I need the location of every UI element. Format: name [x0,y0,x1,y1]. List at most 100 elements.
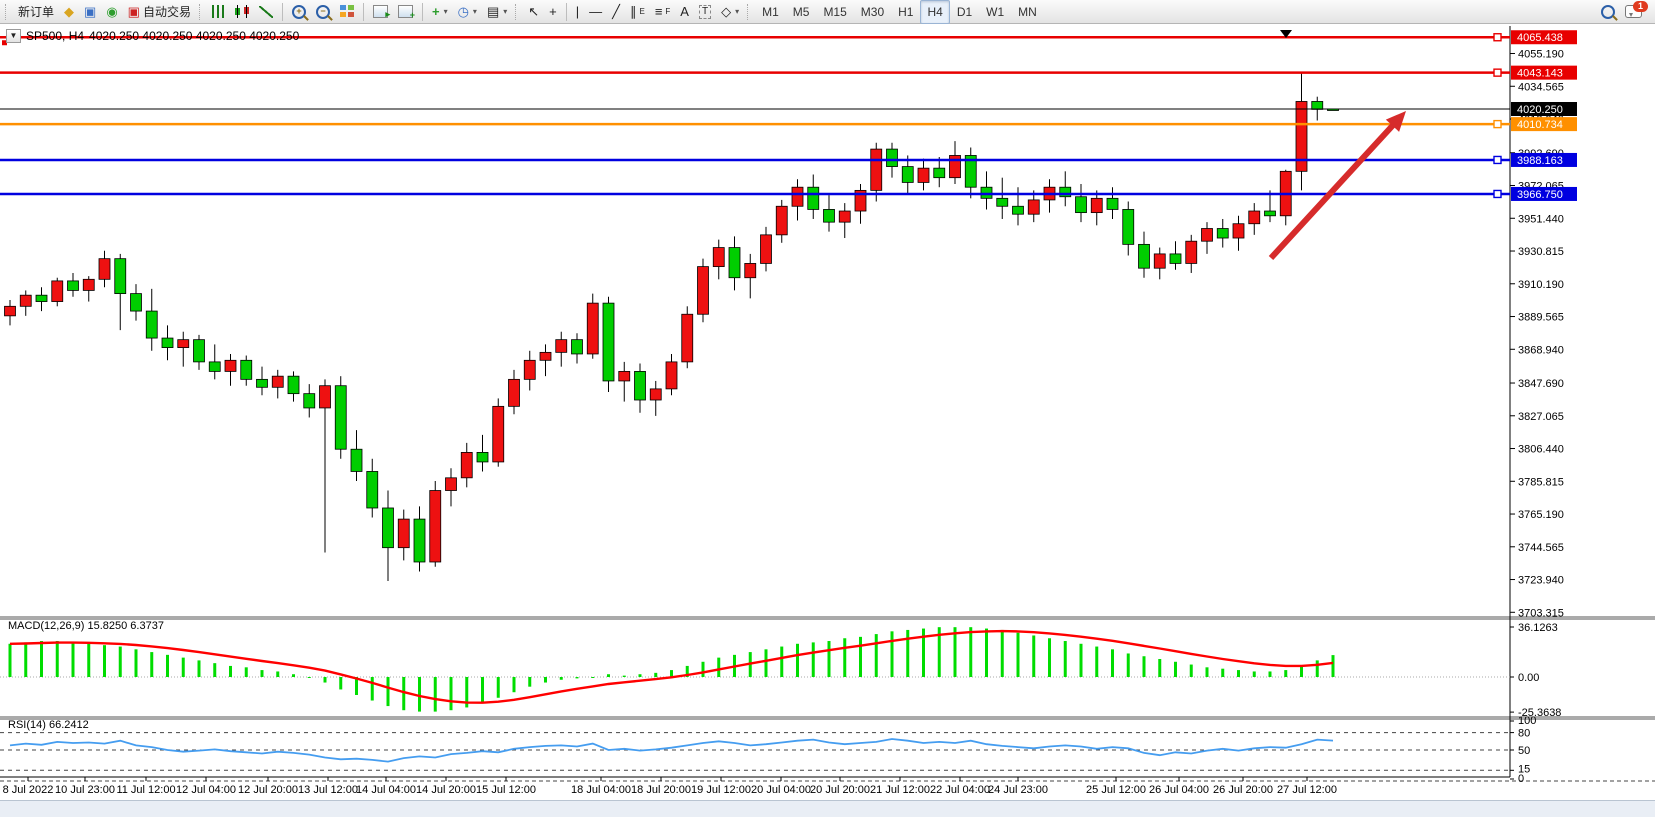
auto-scroll-button[interactable] [368,0,393,24]
timeframe-d1-button[interactable]: D1 [956,4,973,19]
tile-windows-icon [339,5,354,18]
bar-chart-icon [211,5,225,18]
chart-canvas[interactable]: 4055.1904034.5654013.9403992.6903972.065… [0,24,1655,800]
macd-axis-tick-label: 0.00 [1518,672,1539,684]
price-axis-tick-label: 3847.690 [1518,378,1564,390]
line-endpoint-handle[interactable] [1493,119,1502,129]
toolbar-grip[interactable] [747,3,752,20]
chart-window[interactable]: 4055.1904034.5654013.9403992.6903972.065… [0,24,1655,800]
toolbar-grip[interactable] [5,3,10,20]
vertical-line-tool-button[interactable]: | [571,0,584,24]
shapes-tool-button[interactable]: ◇ ▾ [716,0,744,24]
bull-candle [397,518,410,549]
bear-candle [886,148,898,167]
tile-windows-button[interactable] [335,0,359,24]
fibonacci-tool-button[interactable]: ≡ F [650,0,675,24]
price-level-axis-label-text: 4010.734 [1517,119,1563,131]
price-axis-tick-label: 3889.565 [1518,312,1564,324]
time-axis-label: 10 Jul 23:00 [55,784,115,796]
line-endpoint-handle[interactable] [2,40,7,46]
bear-candle [303,393,316,409]
timeframe-w1-button[interactable]: W1 [986,4,1005,19]
candlestick-chart-button[interactable] [230,0,254,24]
bull-candle [712,247,725,268]
zoom-out-button[interactable]: − [311,0,335,24]
line-endpoint-handle[interactable] [1493,33,1502,42]
bull-candle [1153,253,1166,269]
time-axis-label: 14 Jul 04:00 [356,784,416,796]
text-label-tool-button[interactable]: T [694,0,716,24]
line-endpoint-handle[interactable] [1493,189,1502,199]
symbol-dropdown-icon[interactable]: ▼ [6,29,21,43]
price-axis-tick-label: 3868.940 [1518,344,1564,356]
timeframe-h1-button[interactable]: H1 [898,4,914,19]
signals-button[interactable]: ◉ [101,0,122,24]
cursor-tool-button[interactable]: ↖ [523,0,544,24]
add-indicator-icon: + [431,4,440,19]
notifications-button[interactable]: 1 [1620,0,1648,24]
toolbar-grip[interactable] [515,3,520,20]
bear-candle [634,371,646,401]
price-axis-tick-label: 3765.190 [1518,509,1564,521]
toolbar-separator [565,2,567,21]
price-axis-tick-label: 3744.565 [1518,542,1564,554]
toolbar-grip[interactable] [198,3,204,20]
line-endpoint-handle[interactable] [1493,68,1502,77]
timeframe-m15-button[interactable]: M15 [823,4,847,19]
periods-button[interactable]: ◷ ▾ [453,0,482,24]
time-axis-label: 15 Jul 12:00 [476,784,536,796]
bull-candle [98,258,111,280]
timeframe-m30-button[interactable]: M30 [860,4,885,19]
templates-button[interactable]: ▤ ▾ [482,0,512,24]
bar-chart-button[interactable] [207,0,230,24]
bull-candle [51,280,64,302]
auto-trading-button[interactable]: ▣ 自动交易 [123,0,196,24]
bear-candle [823,209,835,223]
trend-arrow-annotation[interactable] [1268,111,1406,261]
timeframe-m1-button[interactable]: M1 [762,4,779,19]
time-axis-label: 20 Jul 04:00 [751,784,811,796]
bull-candle [177,339,190,348]
bear-candle [382,507,394,549]
text-tool-button[interactable]: A [675,0,694,24]
price-axis-tick-label: 3910.190 [1518,279,1564,291]
data-window-button[interactable]: ▣ [79,0,101,24]
macd-pane: 36.1263 0.00 -25.3638 MACD(12,26,9) 15.8250… [0,620,1561,719]
bear-candle [1216,228,1229,239]
line-endpoint-handle[interactable] [1493,155,1502,165]
trendline-icon: ╱ [612,4,620,19]
dropdown-arrow-icon: ▾ [472,7,477,16]
vertical-line-icon: | [575,4,580,19]
trendline-tool-button[interactable]: ╱ [607,0,625,24]
bull-candle [555,339,568,353]
bull-candle [1185,240,1198,264]
bear-candle [901,166,914,183]
timeframe-mn-button[interactable]: MN [1018,4,1037,19]
new-order-button[interactable]: 新订单 [13,0,59,24]
bull-candle [697,266,709,315]
timeframe-h4-button[interactable]: H4 [920,0,950,24]
chart-shift-button[interactable] [393,0,418,24]
bull-candle [523,359,536,380]
timeframe-m5-button[interactable]: M5 [792,4,810,19]
bull-candle [949,155,961,179]
market-watch-button[interactable]: ◆ [59,0,79,24]
channel-tool-button[interactable]: ∥ E [625,0,650,24]
time-axis-label: 22 Jul 04:00 [930,784,990,796]
zoom-in-button[interactable]: + [287,0,311,24]
time-axis-label: 12 Jul 04:00 [176,784,236,796]
price-axis: 4055.1904034.5654013.9403992.6903972.065… [1510,49,1564,619]
bull-candle [854,189,867,212]
time-axis-label: 14 Jul 20:00 [416,784,476,796]
crosshair-tool-button[interactable]: + [544,0,562,24]
search-button[interactable] [1596,0,1620,24]
price-axis-tick-label: 3806.440 [1518,444,1564,456]
bear-candle [161,337,174,348]
line-chart-button[interactable] [254,0,278,24]
rsi-indicator-label: RSI(14) 66.2412 [8,719,89,731]
new-order-label: 新订单 [18,5,55,19]
indicators-button[interactable]: + ▾ [427,0,453,24]
chart-shift-marker[interactable] [1280,30,1292,38]
horizontal-line-tool-button[interactable]: — [584,0,607,24]
equidistant-channel-icon: ∥ [629,4,637,19]
